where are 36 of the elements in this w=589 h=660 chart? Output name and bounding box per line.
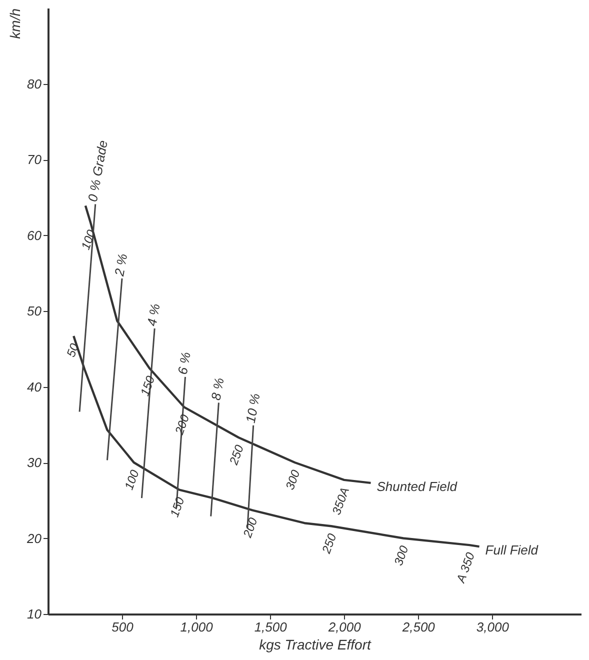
- annotation: A 350: [453, 550, 478, 586]
- text: 2 %: [111, 252, 130, 278]
- annotation: 350A: [329, 485, 352, 517]
- annotation: 100: [78, 228, 99, 252]
- x-axis-title: kgs Tractive Effort: [259, 636, 372, 652]
- x-tick-label: 3,000: [476, 620, 510, 634]
- text: 10 %: [242, 392, 263, 424]
- text: 6 %: [174, 350, 194, 376]
- annotation: 100: [122, 468, 142, 492]
- y-tick-label: 50: [27, 304, 42, 318]
- y-tick-label: 20: [26, 530, 42, 546]
- y-tick-label: 60: [27, 228, 42, 243]
- y-tick-label: 30: [27, 455, 42, 470]
- y-axis-title: km/h: [7, 8, 24, 39]
- annotation: 250: [318, 531, 340, 556]
- y-tick-label: 80: [27, 76, 42, 92]
- y-tick-label: 10: [27, 606, 42, 622]
- x-tick-label: 2,500: [401, 620, 436, 634]
- y-tick-label: 70: [27, 152, 42, 167]
- x-tick-label: 2,000: [327, 620, 362, 634]
- annotation: 150: [138, 374, 158, 398]
- series-label: Shunted Field: [376, 478, 458, 494]
- annotation: 250: [226, 442, 247, 468]
- annotation: 200: [240, 515, 260, 540]
- y-tick-label: 40: [27, 379, 42, 394]
- annotation: 200: [172, 412, 192, 438]
- text: 8 %: [208, 376, 227, 402]
- series-label: Full Field: [485, 542, 539, 558]
- text: 4 %: [144, 302, 163, 328]
- annotation: 300: [282, 468, 303, 492]
- x-tick-label: 1,500: [254, 620, 288, 634]
- text: 0 % Grade: [84, 139, 110, 203]
- annotation: 150: [167, 495, 188, 519]
- annotation: 300: [391, 544, 412, 568]
- x-tick-label: 500: [112, 620, 134, 634]
- x-tick-label: 1,000: [180, 620, 214, 634]
